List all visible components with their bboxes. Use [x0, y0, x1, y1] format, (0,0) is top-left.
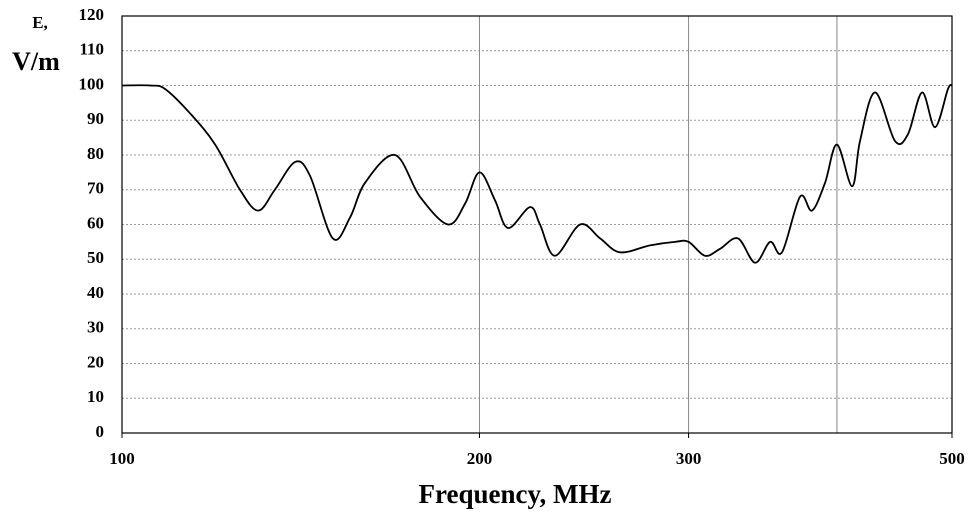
y-tick-label: 120 [79, 5, 105, 24]
y-tick-label: 30 [87, 318, 104, 337]
y-tick-label: 90 [87, 109, 104, 128]
plot-border [121, 15, 953, 434]
y-tick-label: 70 [87, 179, 104, 198]
x-tick-label: 500 [939, 449, 965, 468]
y-tick-label: 20 [87, 352, 104, 371]
y-tick-label: 60 [87, 213, 104, 232]
y-tick-label: 50 [87, 248, 104, 267]
x-tick-label: 300 [676, 449, 702, 468]
y-tick-label: 0 [96, 422, 105, 441]
x-axis-label: Frequency, MHz [419, 479, 612, 509]
y-tick-label: 40 [87, 283, 104, 302]
y-tick-label: 100 [79, 74, 105, 93]
y-tick-label: 110 [79, 40, 104, 59]
y-axis-label: V/m [12, 47, 60, 76]
x-tick-label: 100 [109, 449, 135, 468]
data-line [121, 83, 953, 264]
y-axis-label-top: E, [32, 13, 48, 32]
y-tick-label: 10 [87, 387, 104, 406]
x-tick-label: 200 [467, 449, 493, 468]
y-tick-label: 80 [87, 144, 104, 163]
